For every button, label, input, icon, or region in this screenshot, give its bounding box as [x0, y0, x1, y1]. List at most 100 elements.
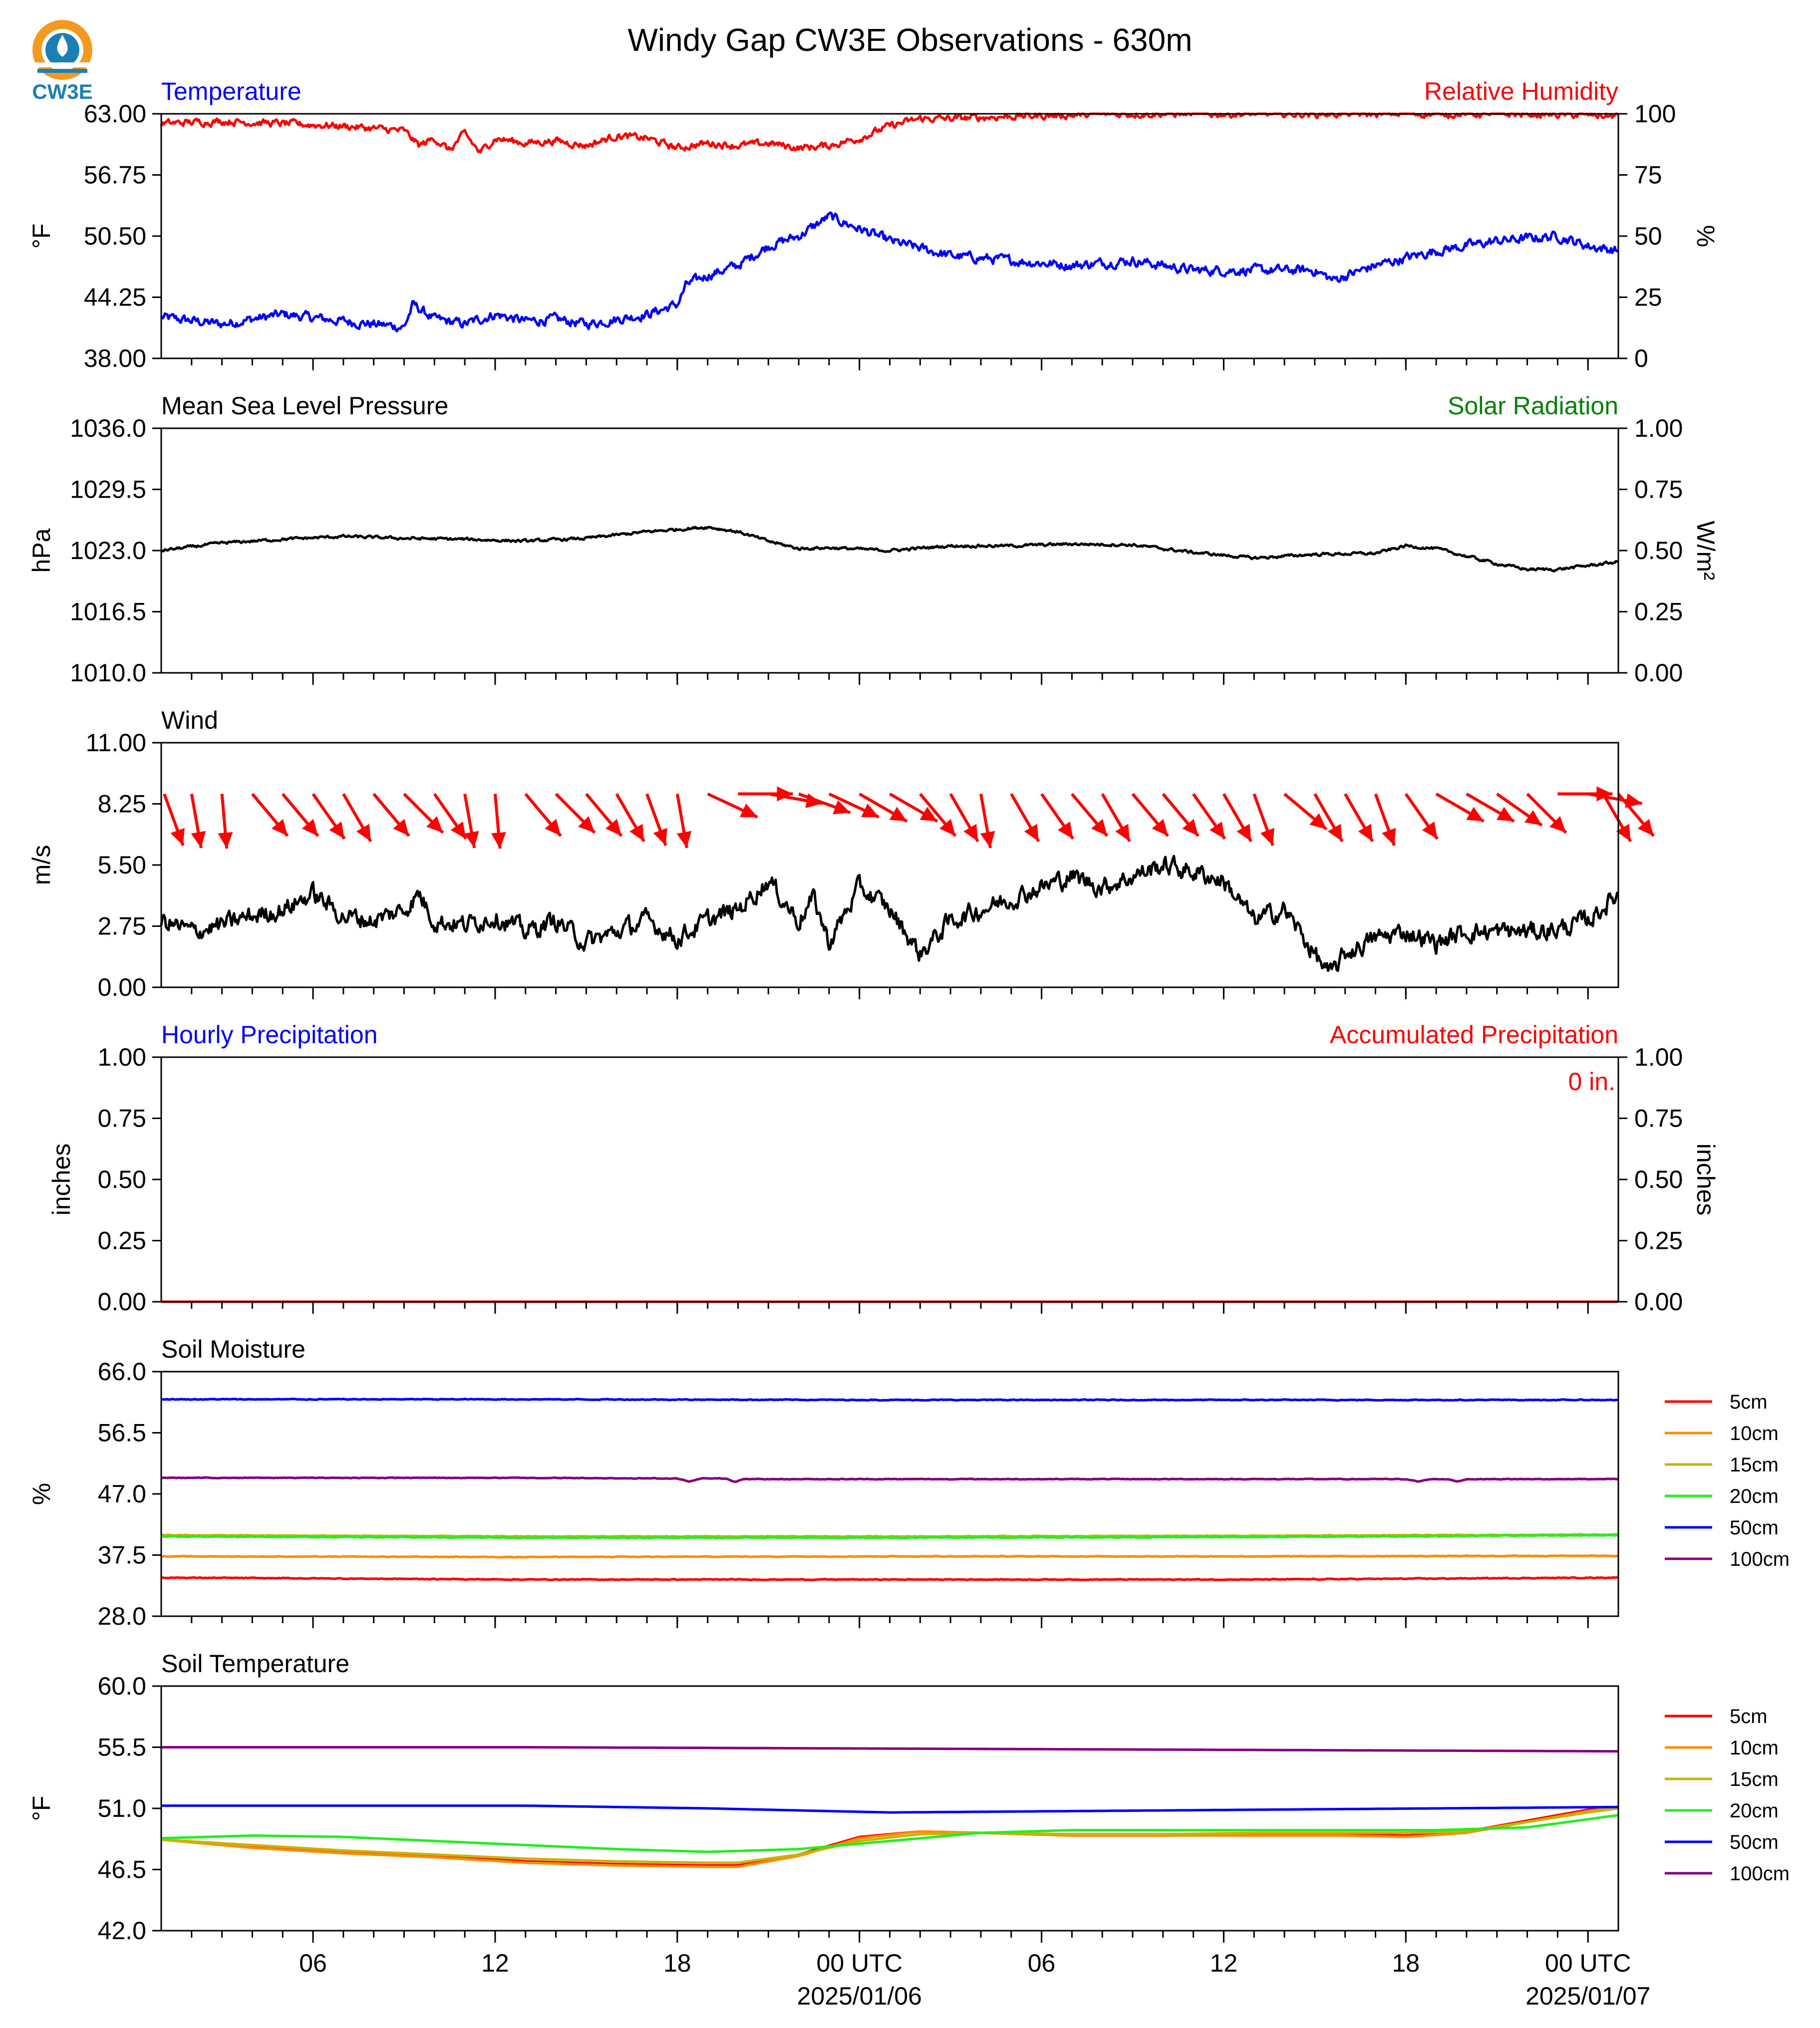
- legend-label: 15cm: [1730, 1454, 1779, 1476]
- y2-axis-label: W/m²: [1692, 521, 1720, 580]
- wind-arrow-head: [1309, 813, 1327, 830]
- legend-label: 20cm: [1730, 1800, 1779, 1822]
- y-tick-label: 55.5: [98, 1734, 146, 1761]
- y-tick-label: 1.00: [98, 1043, 146, 1071]
- wind-arrow-head: [302, 819, 318, 836]
- wind-arrow-head: [739, 803, 758, 818]
- panel-4: 28.0 37.5 47.0 56.5 66.0 Soil Moisture% 5cm 10c…: [27, 1335, 1790, 1630]
- y-tick-label: 50.50: [84, 222, 146, 250]
- figure-title: Windy Gap CW3E Observations - 630m: [627, 22, 1192, 58]
- panel-3: 0.00 0.25 0.50 0.75 1.00 0.00 0.25 0.50 0.75 1.00…: [47, 1021, 1720, 1316]
- y-tick-label: 63.00: [84, 100, 146, 128]
- panel-1: 1010.0 1016.5 1023.0 1029.5 1036.0 0.00 0.25 0.…: [27, 392, 1720, 687]
- x-tick-date: 2025/01/06: [797, 1982, 922, 2010]
- series-temperature: [160, 211, 1619, 332]
- panel-2: 0.00 2.75 5.50 8.25 11.00 Wind m/s: [27, 706, 1655, 1001]
- wind-arrow-head: [329, 821, 345, 839]
- wind-arrow-head: [1637, 819, 1654, 836]
- y2-tick-label: 50: [1634, 222, 1662, 250]
- y-tick-label: 47.0: [98, 1480, 146, 1508]
- y-tick-label: 0.75: [98, 1105, 146, 1133]
- wind-arrow-head: [1549, 816, 1566, 833]
- x-tick-label: 06: [1028, 1949, 1056, 1977]
- x-tick-label: 12: [1210, 1949, 1238, 1977]
- y-tick-label: 42.0: [98, 1917, 146, 1945]
- y-tick-label: 28.0: [98, 1602, 146, 1630]
- wind-arrow-head: [939, 819, 956, 836]
- wind-arrow-head: [676, 831, 692, 848]
- panel-frame: [160, 1056, 1619, 1303]
- y-tick-label: 1023.0: [70, 537, 146, 565]
- y2-tick-label: 0.75: [1634, 476, 1683, 504]
- wind-arrow-head: [1260, 828, 1275, 846]
- y-axis-label: %: [27, 1483, 55, 1505]
- y2-tick-label: 0.50: [1634, 1165, 1683, 1193]
- panel-right-title: Solar Radiation: [1448, 392, 1618, 420]
- x-tick-label: 00 UTC: [1545, 1949, 1631, 1977]
- y-tick-label: 60.0: [98, 1672, 146, 1700]
- wind-arrow-head: [1496, 807, 1515, 822]
- y2-tick-label: 0.00: [1634, 1288, 1683, 1316]
- wind-arrow-head: [1616, 824, 1631, 842]
- panel-left-title: Hourly Precipitation: [161, 1021, 378, 1049]
- y-tick-label: 5.50: [98, 851, 146, 879]
- x-tick-label: 00 UTC: [817, 1949, 903, 1977]
- cw3e-logo: CW3E: [25, 15, 100, 105]
- wind-arrow-head: [1152, 819, 1168, 836]
- panel-left-title: Soil Moisture: [161, 1335, 305, 1363]
- x-tick-label: 18: [1392, 1949, 1420, 1977]
- y2-tick-label: 100: [1634, 100, 1676, 128]
- wind-arrow-head: [1182, 819, 1199, 836]
- y-tick-label: 44.25: [84, 284, 146, 311]
- series-50cm: [161, 1804, 1619, 1814]
- series-20cm: [161, 1533, 1619, 1540]
- y-tick-label: 1010.0: [70, 659, 146, 687]
- wind-arrow-head: [980, 831, 995, 848]
- y2-tick-label: 1.00: [1634, 1043, 1683, 1071]
- wind-arrow-head: [653, 828, 667, 846]
- wind-arrow-head: [218, 832, 233, 849]
- cw3e-logo-mark: CW3E: [32, 20, 93, 103]
- wind-arrow-head: [426, 816, 443, 833]
- panel-0: 38.00 44.25 50.50 56.75 63.00 0 25 50 75 100 Tempe…: [27, 77, 1720, 372]
- y-tick-label: 46.5: [98, 1856, 146, 1884]
- legend-label: 20cm: [1730, 1485, 1779, 1507]
- wind-arrow-head: [1625, 793, 1642, 808]
- legend-label: 15cm: [1730, 1768, 1779, 1790]
- wind-arrow-head: [1115, 824, 1130, 842]
- y-tick-label: 66.0: [98, 1358, 146, 1386]
- legend-label: 100cm: [1730, 1548, 1790, 1570]
- y-tick-label: 1016.5: [70, 598, 146, 626]
- wind-arrow-head: [450, 821, 466, 839]
- series-10cm: [161, 1805, 1619, 1868]
- wind-arrow-head: [1466, 807, 1484, 822]
- y-tick-label: 1029.5: [70, 476, 146, 504]
- y-tick-label: 38.00: [84, 344, 146, 372]
- y2-tick-label: 0: [1634, 344, 1648, 372]
- y-tick-label: 0.50: [98, 1165, 146, 1193]
- series-100cm: [161, 1476, 1619, 1483]
- accumulated-total: 0 in.: [1568, 1068, 1615, 1096]
- wind-arrow-head: [833, 800, 851, 815]
- x-tick-date: 2025/01/07: [1525, 1982, 1650, 2010]
- wind-arrow-head: [777, 786, 793, 802]
- series-20cm: [161, 1814, 1619, 1853]
- series-5cm: [161, 1576, 1619, 1582]
- y2-tick-label: 0.00: [1634, 659, 1683, 687]
- panel-left-title: Mean Sea Level Pressure: [161, 392, 448, 420]
- wind-arrow-head: [191, 831, 206, 848]
- wind-arrow-head: [1024, 824, 1039, 842]
- series-wind: [160, 855, 1619, 972]
- wind-arrow-head: [1210, 821, 1225, 839]
- wind-arrow-head: [861, 803, 879, 818]
- y-axis-label: m/s: [27, 845, 55, 885]
- legend-label: 50cm: [1730, 1831, 1779, 1853]
- legend-label: 5cm: [1730, 1391, 1768, 1413]
- y2-tick-label: 75: [1634, 161, 1662, 189]
- x-tick-label: 06: [299, 1949, 327, 1977]
- series-relative-humidity: [160, 112, 1619, 154]
- y2-tick-label: 1.00: [1634, 414, 1683, 442]
- wind-arrow-head: [464, 831, 479, 848]
- legend-label: 10cm: [1730, 1737, 1779, 1759]
- y-axis-label: °F: [27, 224, 55, 249]
